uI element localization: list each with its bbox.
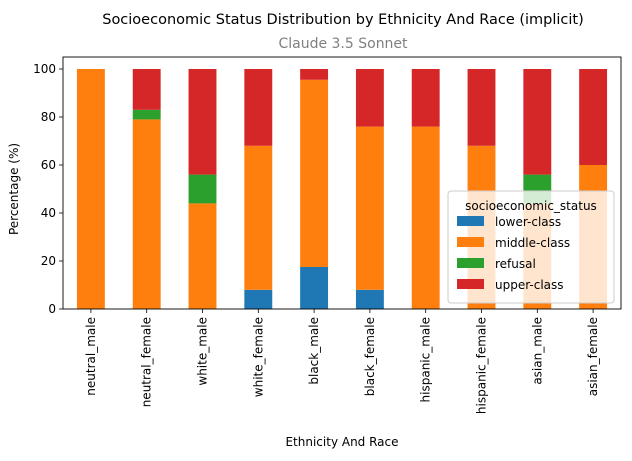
legend-items: lower-class middle-class refusal upper-clas…: [457, 215, 570, 292]
x-axis-label: Ethnicity And Race: [285, 435, 398, 449]
chart-subtitle: Claude 3.5 Sonnet: [278, 36, 408, 52]
y-tick-label: 40: [41, 206, 56, 220]
legend-swatch-middle-class: [457, 237, 484, 247]
legend-swatch-refusal: [457, 258, 484, 268]
legend-swatch-upper-class: [457, 279, 484, 289]
bar-hispanic_female-upper-class: [467, 69, 496, 146]
bar-black_male-middle-class: [300, 79, 329, 267]
x-tick-label: hispanic_female: [475, 317, 489, 414]
x-tick-label: white_male: [196, 317, 210, 386]
bar-white_male-middle-class: [188, 203, 217, 309]
x-tick-label: neutral_female: [140, 317, 154, 407]
legend-label-upper-class: upper-class: [495, 278, 564, 292]
bar-black_female-middle-class: [355, 126, 384, 290]
legend-label-refusal: refusal: [495, 257, 536, 271]
bar-neutral_female-upper-class: [132, 69, 161, 110]
bar-white_female-middle-class: [244, 145, 273, 290]
bar-neutral_male-middle-class: [76, 69, 105, 309]
chart-title: Socioeconomic Status Distribution by Eth…: [102, 12, 584, 28]
bar-white_male-upper-class: [188, 69, 217, 175]
legend: socioeconomic_status lower-class middle-c…: [447, 190, 615, 304]
bar-black_female-upper-class: [355, 69, 384, 127]
x-tick-label: white_female: [251, 317, 265, 397]
bar-black_male-lower-class: [300, 267, 329, 309]
x-tick-label: asian_female: [586, 317, 600, 396]
legend-title: socioeconomic_status: [465, 199, 597, 213]
legend-label-middle-class: middle-class: [495, 236, 570, 250]
bar-neutral_female-refusal: [132, 109, 161, 120]
x-axis: neutral_male neutral_female white_male whit…: [84, 309, 600, 414]
legend-label-lower-class: lower-class: [495, 215, 561, 229]
y-tick-label: 60: [41, 158, 56, 172]
legend-box: [447, 190, 615, 304]
y-axis-label: Percentage (%): [7, 143, 21, 235]
bar-asian_male-upper-class: [523, 69, 552, 175]
x-tick-label: neutral_male: [84, 317, 98, 396]
bar-white_female-upper-class: [244, 69, 273, 146]
bar-black_male-upper-class: [300, 69, 329, 80]
bar-black_female-lower-class: [355, 289, 384, 309]
y-tick-label: 80: [41, 110, 56, 124]
legend-swatch-lower-class: [457, 216, 484, 226]
bar-hispanic_male-upper-class: [411, 69, 440, 127]
x-tick-label: hispanic_male: [419, 317, 433, 402]
bar-hispanic_male-middle-class: [411, 126, 440, 309]
bar-asian_female-upper-class: [579, 69, 608, 165]
y-tick-label: 20: [41, 254, 56, 268]
y-tick-label: 100: [33, 62, 56, 76]
x-tick-label: black_male: [307, 317, 321, 385]
x-tick-label: black_female: [363, 317, 377, 396]
bar-white_female-lower-class: [244, 289, 273, 309]
bar-neutral_female-middle-class: [132, 119, 161, 310]
y-axis: 0 20 40 60 80 100: [33, 62, 63, 316]
plot-frame: [62, 56, 622, 310]
y-tick-label: 0: [48, 302, 56, 316]
bar-white_male-refusal: [188, 174, 217, 204]
x-tick-label: asian_male: [530, 317, 544, 385]
